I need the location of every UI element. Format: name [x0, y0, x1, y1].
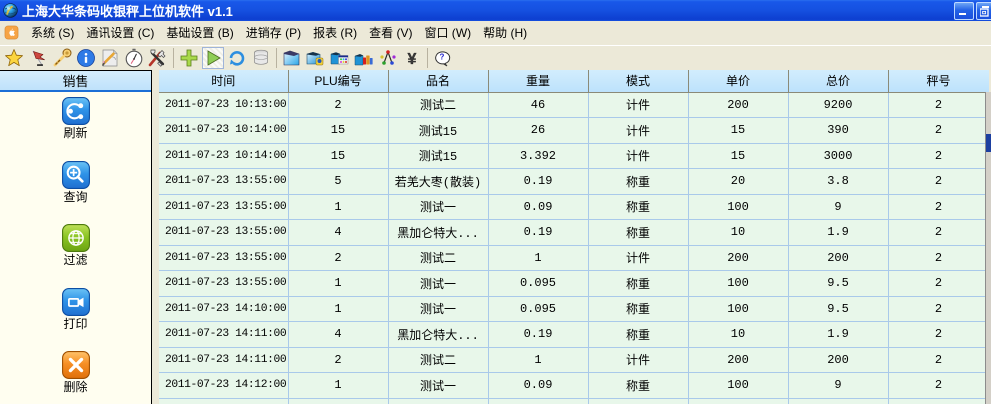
svg-text:?: ? [440, 53, 445, 62]
svg-text:¥: ¥ [408, 51, 417, 68]
